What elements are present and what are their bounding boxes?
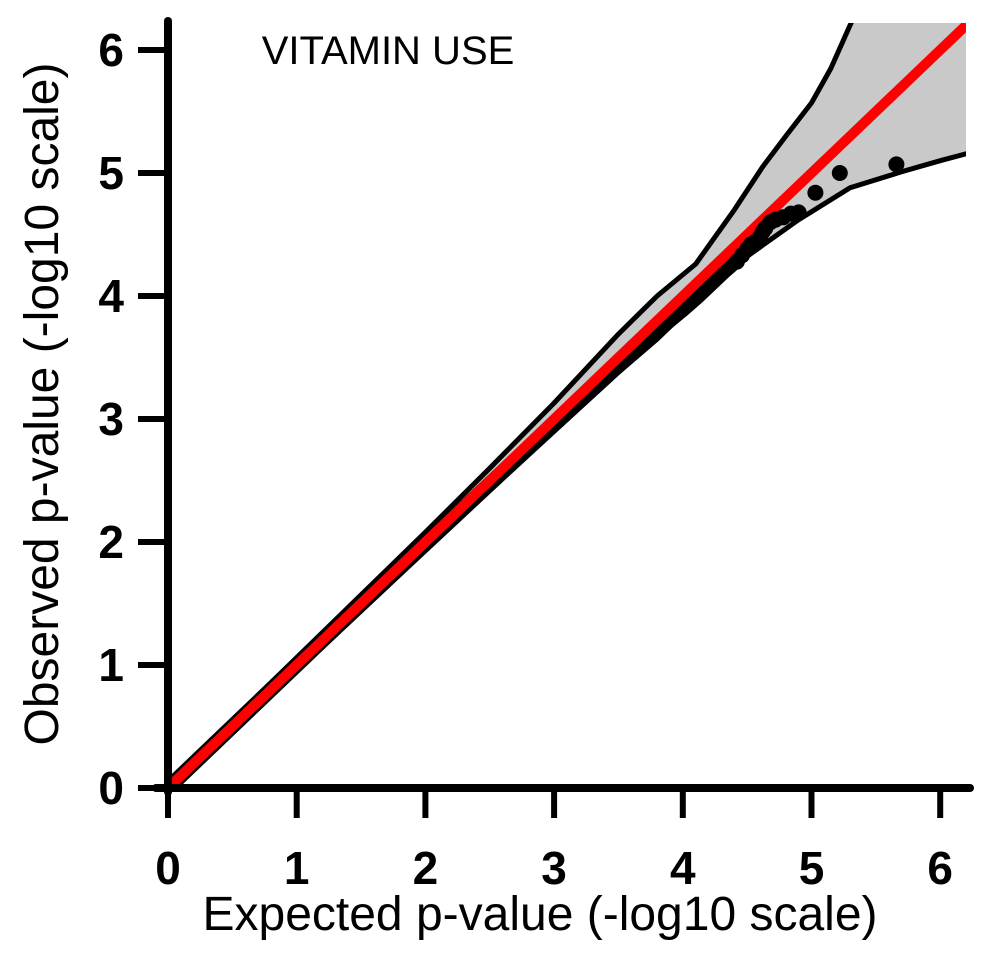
x-tick-label: 6 (927, 842, 953, 894)
identity-line-layer (168, 23, 966, 789)
identity-line (168, 23, 966, 789)
x-tick-label: 3 (541, 842, 567, 894)
y-tick-label: 0 (98, 762, 124, 814)
plot-title: VITAMIN USE (262, 29, 515, 73)
x-tick-label: 1 (284, 842, 310, 894)
x-tick-label: 5 (799, 842, 825, 894)
x-tick-label: 2 (413, 842, 439, 894)
y-tick-label: 4 (98, 270, 124, 322)
y-tick-label: 3 (98, 393, 124, 445)
tail-points-layer (728, 156, 905, 270)
confidence-band-upper-edge (168, 23, 854, 786)
y-tick-label: 6 (98, 24, 124, 76)
x-axis-title: Expected p-value (-log10 scale) (202, 888, 877, 941)
y-tick-label: 1 (98, 639, 124, 691)
y-tick-label: 2 (98, 516, 124, 568)
data-point (790, 204, 807, 221)
y-axis-title: Observed p-value (-log10 scale) (16, 63, 69, 746)
confidence-band-lower-edge (168, 151, 966, 789)
x-tick-label: 0 (155, 842, 181, 894)
y-tick-label: 5 (98, 147, 124, 199)
x-tick-label: 4 (670, 842, 696, 894)
data-point (888, 156, 905, 173)
tick-labels-layer: 0 1 2 3 4 5 6 0 1 2 3 4 5 6 (98, 24, 953, 894)
data-point (831, 165, 848, 181)
ticks-layer (138, 47, 944, 818)
data-point (807, 184, 824, 201)
